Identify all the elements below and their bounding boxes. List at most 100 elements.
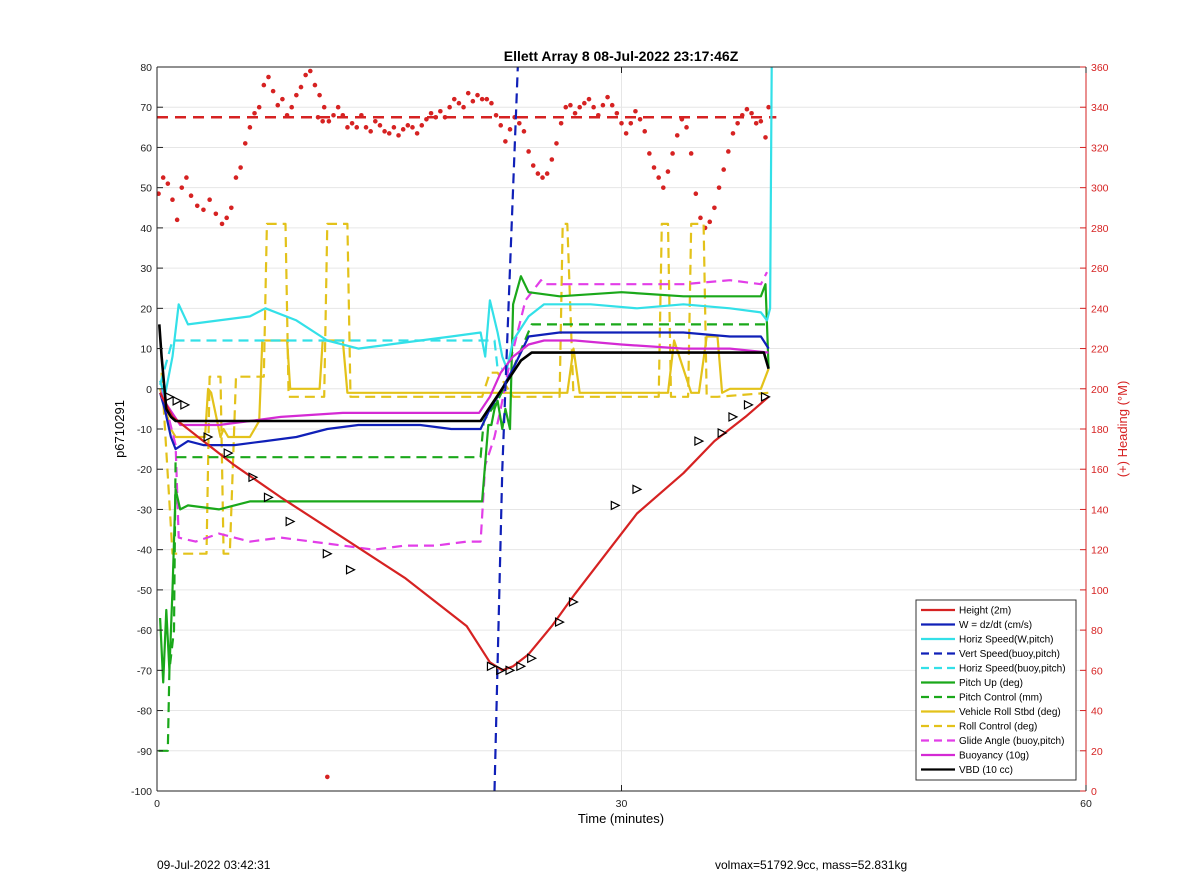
heading-point — [688, 151, 694, 156]
heading-point — [614, 110, 620, 116]
heading-point — [307, 68, 313, 74]
heading-point — [410, 125, 415, 130]
height-marker — [223, 448, 234, 459]
series-glide-angle — [160, 271, 768, 551]
y2-tick-label: 300 — [1091, 183, 1109, 195]
legend-label-vert-speed-buoy: Vert Speed(buoy,pitch) — [959, 649, 1060, 660]
height-marker — [728, 411, 739, 422]
heading-point — [303, 72, 308, 78]
heading-point — [340, 112, 346, 118]
height-marker — [717, 428, 728, 438]
heading-point — [377, 123, 383, 128]
series-horiz-speed — [159, 66, 773, 398]
height-marker — [632, 484, 643, 495]
y-axis-label: p6710291 — [112, 400, 127, 458]
y-tick-label: 0 — [146, 384, 152, 396]
heading-point — [716, 185, 722, 190]
legend-label-height: Height (2m) — [959, 606, 1011, 617]
heading-point — [670, 151, 675, 156]
height-marker — [164, 391, 175, 402]
heading-point — [465, 90, 471, 96]
heading-point — [345, 125, 350, 130]
heading-point — [456, 100, 462, 106]
series-pitch-control — [158, 323, 769, 752]
heading-point — [363, 125, 369, 130]
heading-point — [712, 205, 717, 211]
heading-point — [656, 175, 661, 180]
legend-label-roll-control: Roll Control (deg) — [959, 722, 1037, 733]
height-marker — [203, 432, 214, 443]
footer-timestamp: 09-Jul-2022 03:42:31 — [157, 858, 271, 872]
heading-point — [213, 211, 219, 217]
heading-point — [219, 221, 225, 227]
heading-point — [382, 129, 387, 134]
heading-point — [577, 104, 582, 110]
heading-point — [280, 96, 285, 102]
heading-point — [201, 207, 206, 213]
heading-point — [317, 92, 322, 98]
series-horiz-speed-buoy — [159, 339, 503, 386]
heading-point — [284, 112, 290, 118]
heading-point — [698, 215, 703, 221]
heading-point — [386, 131, 392, 136]
heading-point — [554, 141, 559, 146]
y-tick-label: -90 — [137, 746, 152, 758]
y-tick-label: -60 — [137, 625, 152, 637]
heading-point — [475, 92, 480, 98]
series-vbd — [158, 324, 770, 423]
heading-point — [721, 167, 726, 172]
legend-box — [915, 599, 1077, 781]
y-tick-label: 40 — [140, 223, 152, 235]
heading-point — [461, 104, 466, 110]
heading-point — [294, 92, 299, 98]
heading-point — [233, 175, 239, 180]
heading-point — [633, 108, 638, 114]
y2-tick-label: 160 — [1091, 464, 1109, 476]
legend-label-pitch: Pitch Up (deg) — [959, 678, 1023, 689]
series-roll-control — [160, 222, 769, 555]
heading-point — [679, 116, 685, 122]
y-tick-label: -70 — [137, 665, 152, 677]
height-marker — [743, 399, 754, 410]
y-tick-label: -50 — [137, 585, 152, 597]
y-tick-label: 20 — [140, 303, 152, 315]
y2-tick-label: 140 — [1091, 504, 1109, 516]
heading-point — [174, 217, 180, 223]
heading-point — [414, 131, 420, 136]
heading-point — [368, 129, 373, 134]
heading-point — [224, 215, 229, 221]
y2-tick-label: 200 — [1091, 384, 1109, 396]
height-marker — [285, 516, 296, 527]
y-tick-label: -30 — [137, 504, 152, 516]
y2-tick-label: 240 — [1091, 303, 1109, 315]
x-tick-label: 30 — [616, 798, 628, 810]
legend-label-vbd: VBD (10 cc) — [959, 765, 1013, 776]
x-tick-label: 0 — [154, 798, 160, 810]
heading-point — [194, 203, 200, 209]
heading-point — [405, 123, 411, 128]
chart-title: Ellett Array 8 08-Jul-2022 23:17:46Z — [504, 48, 739, 64]
legend-label-horiz-speed-buoy: Horiz Speed(buoy,pitch) — [959, 664, 1066, 675]
heading-point — [433, 114, 439, 120]
series-pitch — [159, 275, 770, 684]
heading-point — [165, 181, 171, 186]
height-marker — [248, 472, 259, 483]
heading-point — [335, 104, 341, 110]
y-tick-label: -40 — [137, 545, 152, 557]
heading-point — [605, 94, 610, 100]
heading-point — [521, 129, 527, 134]
heading-point — [651, 165, 657, 170]
heading-point — [498, 123, 504, 128]
y-tick-label: 70 — [140, 102, 152, 114]
y-tick-label: -100 — [131, 786, 152, 798]
height-marker — [568, 596, 579, 607]
heading-point — [238, 165, 243, 170]
heading-point — [558, 121, 564, 126]
y2-tick-label: 100 — [1091, 585, 1109, 597]
series-vert-speed-buoy — [493, 66, 519, 791]
y2-tick-label: 360 — [1091, 62, 1109, 74]
y2-tick-label: 280 — [1091, 223, 1109, 235]
heading-point — [526, 149, 531, 154]
height-marker — [554, 617, 565, 628]
height-marker — [527, 653, 538, 664]
